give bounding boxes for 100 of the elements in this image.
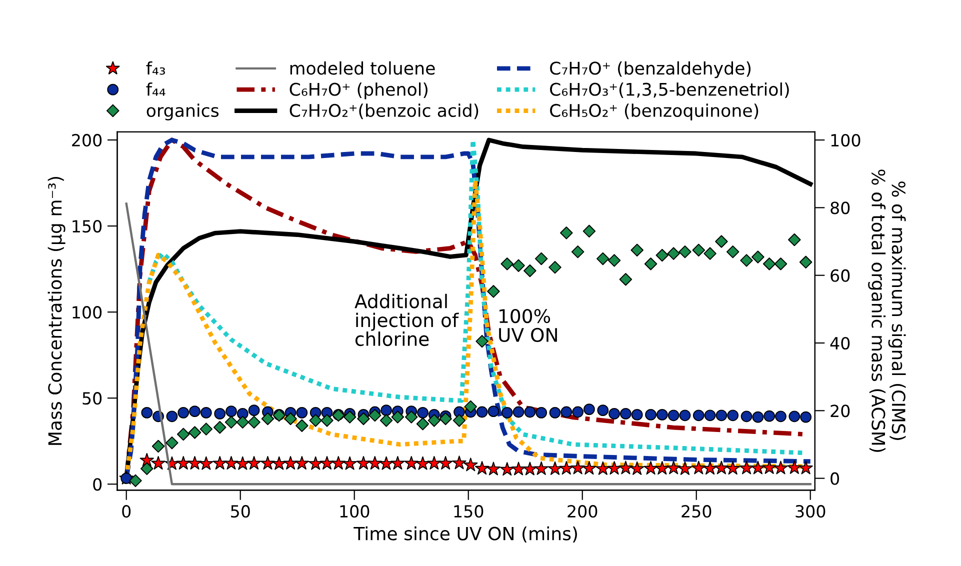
x-tick-label: 150 [454,505,484,518]
point [166,436,178,450]
point [787,460,802,474]
point [644,257,658,270]
point [750,460,766,474]
point [630,461,644,475]
point [607,461,622,475]
point [476,334,488,348]
point [260,456,275,470]
point [596,252,610,266]
point [655,461,670,475]
point [645,409,656,420]
y-axis-title: Mass Concentrations (µg m⁻³) [48,176,66,445]
point [571,245,584,258]
point [727,410,739,422]
point [501,406,513,418]
point [500,462,514,476]
point [630,244,644,256]
point [224,456,238,470]
point [752,411,764,423]
point [296,419,308,432]
point [476,406,488,418]
point [524,406,536,418]
x-tick-label: 100 [340,505,370,518]
point [596,461,610,475]
point [368,408,382,422]
point [488,406,500,418]
point [620,408,632,420]
y2-tick-label: 60 [830,269,850,282]
point [799,256,812,269]
point [524,264,536,278]
point [416,418,430,430]
point [246,456,262,470]
legend-label: C₆H₇O₃⁺(1,3,5-benzenetriol) [550,82,789,98]
point [549,406,561,418]
legend-label: C₆H₅O₂⁺ (benzoquinone) [550,104,758,120]
point [486,462,501,476]
point [427,456,442,470]
point [714,460,729,474]
y2-tick-label: 0 [830,472,840,485]
point [512,406,524,418]
point [666,460,681,474]
legend-label: modeled toluene [290,61,435,75]
point [151,456,166,470]
point [704,410,716,422]
point [294,456,310,470]
point [176,456,190,470]
point [548,260,562,274]
point [608,254,621,267]
point [726,245,740,258]
y-tick-label: 100 [72,306,102,319]
point [692,460,706,474]
point [522,462,538,476]
point [416,456,430,470]
y2-tick-label: 100 [831,134,860,147]
point [308,456,323,470]
point [679,410,691,422]
annotation: 100% UV ON [499,308,557,342]
x-tick-label: 300 [796,505,826,518]
point [570,460,585,474]
point [560,406,572,418]
point [560,226,573,240]
point [152,440,165,453]
x-tick-label: 250 [682,505,712,518]
y-tick-label: 0 [93,478,102,491]
point [331,456,346,470]
point [762,460,776,474]
point [726,461,740,475]
point [762,257,776,270]
y-tick-label: 200 [72,134,102,147]
point [236,456,250,470]
point [428,414,441,427]
point [534,252,548,266]
point [548,461,562,475]
point [536,406,548,418]
point [740,254,753,267]
point [320,414,334,427]
point [248,404,260,416]
point [704,247,716,260]
legend-label: f₄₃ [146,61,166,75]
point [788,410,800,422]
point [788,233,801,246]
point [284,412,297,426]
point [176,428,190,441]
point [474,461,490,475]
point [608,408,620,420]
point [644,461,658,475]
y2-axis-title: % of maximum signal (CIMS) % of total organic mass (ACSM) [868,170,906,452]
point [140,462,154,476]
point [774,257,788,270]
point [342,456,357,470]
point [404,410,418,424]
point [141,406,153,418]
point [702,461,718,475]
point [774,460,788,474]
point [129,474,142,488]
point [166,410,178,422]
point [404,456,418,470]
y2-tick-label: 40 [830,336,850,350]
point [283,456,298,470]
